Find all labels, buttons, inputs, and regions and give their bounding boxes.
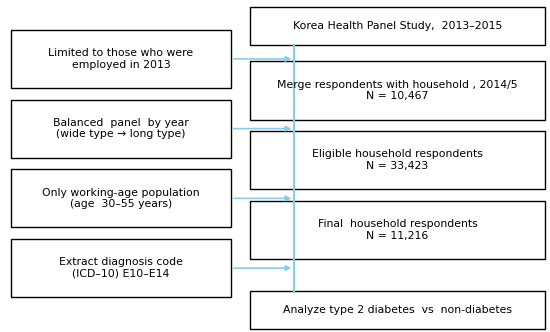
- Text: Final  household respondents
N = 11,216: Final household respondents N = 11,216: [317, 219, 477, 241]
- Text: Analyze type 2 diabetes  vs  non-diabetes: Analyze type 2 diabetes vs non-diabetes: [283, 304, 512, 315]
- FancyBboxPatch shape: [11, 100, 231, 158]
- Text: Eligible household respondents
N = 33,423: Eligible household respondents N = 33,42…: [312, 149, 483, 171]
- Text: Only working-age population
(age  30–55 years): Only working-age population (age 30–55 y…: [42, 188, 200, 209]
- Text: Extract diagnosis code
(ICD–10) E10–E14: Extract diagnosis code (ICD–10) E10–E14: [59, 257, 183, 279]
- FancyBboxPatch shape: [11, 30, 231, 88]
- FancyBboxPatch shape: [250, 290, 544, 329]
- FancyBboxPatch shape: [250, 61, 544, 120]
- Text: Korea Health Panel Study,  2013–2015: Korea Health Panel Study, 2013–2015: [293, 21, 502, 31]
- Text: Balanced  panel  by year
(wide type → long type): Balanced panel by year (wide type → long…: [53, 118, 189, 139]
- FancyBboxPatch shape: [250, 201, 544, 259]
- FancyBboxPatch shape: [250, 7, 544, 45]
- Text: Limited to those who were
employed in 2013: Limited to those who were employed in 20…: [48, 48, 194, 70]
- Text: Merge respondents with household , 2014/5
N = 10,467: Merge respondents with household , 2014/…: [277, 80, 518, 101]
- FancyBboxPatch shape: [250, 131, 544, 189]
- FancyBboxPatch shape: [11, 239, 231, 297]
- FancyBboxPatch shape: [11, 169, 231, 227]
